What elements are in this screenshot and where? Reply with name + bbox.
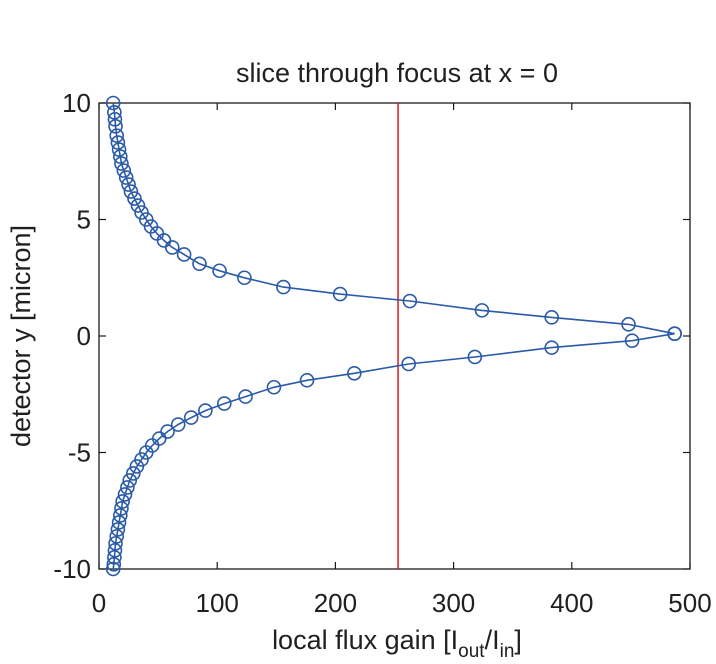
y-tick-labels: 10 5 0 -5 -10 bbox=[53, 88, 91, 584]
data-point-marker bbox=[106, 557, 122, 572]
data-point-marker bbox=[621, 317, 636, 332]
y-tick-label: 10 bbox=[62, 88, 91, 118]
x-tick-label: 300 bbox=[432, 588, 475, 618]
data-point-marker bbox=[105, 561, 121, 577]
x-tick-label: 400 bbox=[550, 588, 593, 618]
data-point-marker bbox=[121, 177, 136, 192]
data-point-marker bbox=[299, 372, 315, 388]
data-point-marker bbox=[120, 480, 135, 495]
axis-ticks bbox=[98, 102, 691, 570]
y-axis-label: detector y [micron] bbox=[6, 225, 36, 447]
data-point-marker bbox=[110, 135, 126, 150]
x-tick-label: 0 bbox=[92, 588, 106, 618]
x-axis-label-mid: /I bbox=[485, 625, 500, 655]
data-point-marker bbox=[109, 128, 125, 143]
series-layer bbox=[105, 95, 682, 577]
data-point-marker bbox=[105, 95, 121, 111]
data-point-marker bbox=[108, 536, 123, 551]
data-point-marker bbox=[212, 263, 227, 279]
data-point-marker bbox=[122, 473, 138, 488]
data-point-marker bbox=[276, 279, 291, 295]
data-point-marker bbox=[402, 293, 418, 309]
data-point-marker bbox=[192, 256, 207, 272]
data-point-marker bbox=[176, 247, 192, 262]
data-point-marker bbox=[183, 410, 199, 425]
data-point-marker bbox=[401, 356, 416, 372]
data-point-marker bbox=[118, 170, 134, 185]
series-2 bbox=[105, 326, 682, 577]
data-point-marker bbox=[116, 163, 132, 178]
data-point-marker bbox=[237, 270, 252, 286]
data-point-marker bbox=[347, 365, 362, 381]
data-point-marker bbox=[123, 184, 139, 199]
data-point-marker bbox=[216, 396, 232, 411]
x-axis-label-sub-out: out bbox=[458, 641, 485, 659]
x-tick-labels: 0 100 200 300 400 500 bbox=[92, 588, 712, 618]
data-point-marker bbox=[107, 105, 122, 120]
data-point-marker bbox=[667, 326, 682, 341]
data-point-marker bbox=[332, 286, 348, 302]
y-tick-label: 0 bbox=[77, 321, 91, 351]
data-point-marker bbox=[198, 403, 213, 418]
data-point-marker bbox=[164, 240, 180, 255]
data-point-marker bbox=[266, 379, 282, 395]
series-line bbox=[112, 332, 675, 570]
data-point-marker bbox=[130, 198, 146, 213]
data-point-marker bbox=[111, 142, 127, 157]
data-point-marker bbox=[170, 417, 186, 432]
chart-title: slice through focus at x = 0 bbox=[236, 58, 558, 88]
data-point-marker bbox=[109, 529, 125, 544]
data-point-marker bbox=[112, 149, 128, 164]
y-tick-label: -10 bbox=[53, 554, 91, 584]
data-point-marker bbox=[115, 494, 130, 509]
data-point-marker bbox=[114, 156, 129, 171]
y-tick-label: -5 bbox=[68, 438, 91, 468]
data-point-marker bbox=[238, 389, 253, 404]
data-point-marker bbox=[111, 515, 127, 530]
data-point-marker bbox=[107, 112, 123, 127]
x-tick-label: 500 bbox=[668, 588, 711, 618]
data-point-marker bbox=[544, 340, 560, 355]
data-point-marker bbox=[107, 543, 123, 558]
data-point-marker bbox=[125, 466, 141, 481]
x-axis-label-end: ] bbox=[514, 625, 522, 655]
x-tick-label: 100 bbox=[196, 588, 239, 618]
data-point-marker bbox=[107, 550, 122, 565]
data-point-marker bbox=[112, 508, 128, 523]
y-tick-label: 5 bbox=[77, 205, 91, 235]
data-point-marker bbox=[474, 303, 490, 318]
data-point-marker bbox=[127, 191, 142, 206]
x-axis-label: local flux gain [Iout/Iin] bbox=[272, 625, 522, 659]
data-point-marker bbox=[108, 119, 123, 134]
data-point-marker bbox=[129, 459, 145, 474]
data-point-marker bbox=[467, 349, 483, 365]
data-point-marker bbox=[114, 501, 129, 516]
x-tick-label: 200 bbox=[314, 588, 357, 618]
x-axis-label-sub-in: in bbox=[500, 641, 515, 659]
x-axis-label-main: local flux gain [I bbox=[272, 625, 458, 655]
data-point-marker bbox=[624, 333, 640, 348]
data-point-marker bbox=[110, 522, 126, 537]
data-point-marker bbox=[544, 310, 560, 325]
plot-area bbox=[98, 95, 691, 577]
data-point-marker bbox=[117, 487, 133, 502]
